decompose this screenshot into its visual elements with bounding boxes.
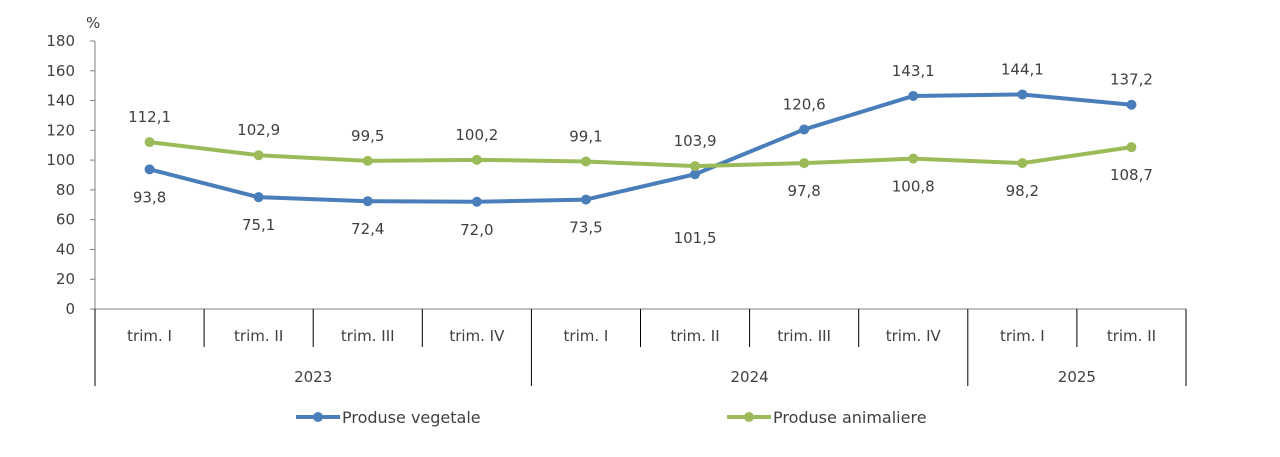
series-2 <box>144 137 1137 172</box>
x-group-label: 2025 <box>1058 368 1096 386</box>
data-label: 73,5 <box>569 219 602 237</box>
legend-item: Produse vegetale <box>296 408 481 427</box>
series-layer <box>144 89 1137 207</box>
data-label: 144,1 <box>1001 60 1044 78</box>
y-tick-label: 160 <box>46 62 75 80</box>
data-labels: 93,8 75,1 72,4 72,0 73,5 120,6 143,1 144,1 137,2… <box>128 60 1153 247</box>
data-label: 99,5 <box>351 127 384 145</box>
data-point <box>362 196 373 207</box>
data-point <box>799 124 810 135</box>
data-point <box>1017 158 1028 169</box>
data-point <box>1126 142 1137 153</box>
y-tick-label: 100 <box>46 151 75 169</box>
data-label: 98,2 <box>1006 182 1039 200</box>
data-point <box>362 155 373 166</box>
data-label: 72,4 <box>351 220 384 238</box>
x-category-label: trim. III <box>777 327 831 345</box>
data-label: 143,1 <box>892 62 935 80</box>
y-tick-label: 20 <box>56 270 75 288</box>
x-group-label: 2024 <box>731 368 769 386</box>
x-category-label: trim. II <box>1107 327 1156 345</box>
y-tick-label: 140 <box>46 92 75 110</box>
y-tick-label: 60 <box>56 211 75 229</box>
series-1 <box>144 89 1137 207</box>
series-line <box>149 92 1132 204</box>
data-point <box>1017 89 1028 100</box>
x-axis: trim. I trim. II trim. III trim. IV trim. I t… <box>94 308 1187 386</box>
data-point <box>799 158 810 169</box>
data-point <box>908 90 919 101</box>
legend: Produse vegetale Produse animaliere <box>296 408 927 427</box>
x-category-label: trim. I <box>1000 327 1045 345</box>
legend-marker <box>313 412 323 422</box>
data-label: 103,9 <box>674 132 717 150</box>
data-point <box>690 169 701 180</box>
data-label: 75,1 <box>242 216 275 234</box>
data-label: 93,8 <box>133 188 166 206</box>
data-point <box>144 137 155 148</box>
legend-item: Produse animaliere <box>727 408 927 427</box>
data-label: 100,8 <box>892 178 935 196</box>
y-axis-unit-label: % <box>86 14 100 32</box>
x-group-label: 2023 <box>294 368 332 386</box>
data-label: 137,2 <box>1110 71 1153 89</box>
data-point <box>253 150 264 161</box>
data-label: 108,7 <box>1110 166 1153 184</box>
data-label: 102,9 <box>237 121 280 139</box>
x-category-label: trim. IV <box>449 327 505 345</box>
data-point <box>908 153 919 164</box>
data-point <box>580 194 591 205</box>
legend-label: Produse vegetale <box>342 408 481 427</box>
data-point <box>580 156 591 167</box>
data-label: 100,2 <box>455 126 498 144</box>
data-label: 101,5 <box>674 229 717 247</box>
x-category-label: trim. I <box>127 327 172 345</box>
legend-label: Produse animaliere <box>773 408 927 427</box>
y-tick-label: 40 <box>56 240 75 258</box>
x-category-label: trim. II <box>234 327 283 345</box>
data-label: 120,6 <box>783 95 826 113</box>
x-category-label: trim. III <box>341 327 395 345</box>
data-label: 72,0 <box>460 221 493 239</box>
x-category-label: trim. IV <box>886 327 942 345</box>
data-point <box>253 192 264 203</box>
y-tick-label: 180 <box>46 32 75 50</box>
x-category-label: trim. I <box>564 327 609 345</box>
data-point <box>144 164 155 175</box>
y-tick-label: 80 <box>56 181 75 199</box>
data-point <box>471 196 482 207</box>
y-axis: 0 20 40 60 80 100 120 140 160 180 <box>46 32 96 318</box>
y-tick-label: 120 <box>46 121 75 139</box>
data-point <box>690 161 701 172</box>
y-tick-label: 0 <box>65 300 75 318</box>
series-line <box>149 140 1132 169</box>
data-point <box>1126 99 1137 110</box>
x-category-label: trim. II <box>670 327 719 345</box>
data-label: 97,8 <box>787 182 820 200</box>
data-label: 112,1 <box>128 108 171 126</box>
legend-marker <box>744 412 754 422</box>
data-point <box>471 154 482 165</box>
data-label: 99,1 <box>569 127 602 145</box>
